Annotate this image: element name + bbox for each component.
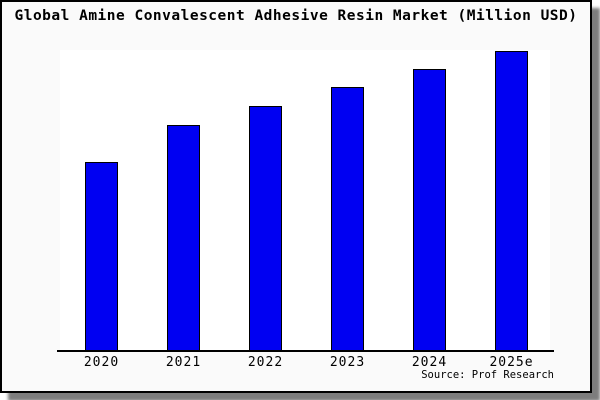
x-tick-label-2020: 2020 [83,355,120,370]
bar-2025e [495,50,528,350]
x-tick-label-2023: 2023 [329,355,366,370]
plot-area [60,50,550,350]
bar-2020 [85,161,118,350]
chart-title: Global Amine Convalescent Adhesive Resin… [14,8,578,24]
bars [60,50,550,350]
chart-card: Global Amine Convalescent Adhesive Resin… [0,0,592,393]
x-tick-label-2024: 2024 [411,355,448,370]
bar-2023 [331,86,364,350]
x-axis-labels: 2020 2021 2022 2023 2024 2025e [60,355,550,370]
source-note: Source: Prof Research [421,369,554,381]
x-axis-line [57,350,554,352]
bar-2022 [249,106,282,350]
bar-2021 [167,125,200,350]
x-tick-label-2022: 2022 [247,355,284,370]
x-tick-label-2025e: 2025e [489,355,534,370]
x-tick-label-2021: 2021 [165,355,202,370]
bar-2024 [413,68,446,350]
